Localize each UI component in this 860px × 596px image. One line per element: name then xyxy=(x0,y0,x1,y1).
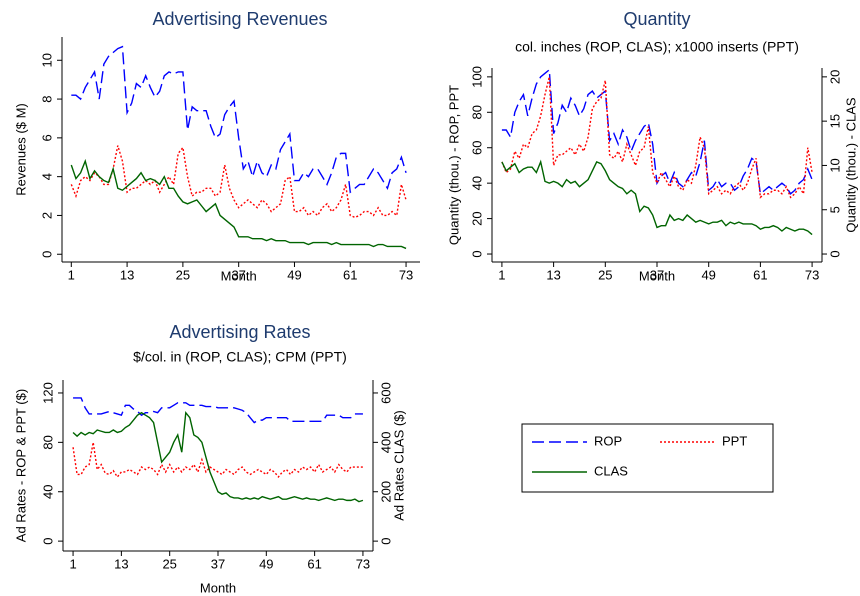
y-tick-label: 6 xyxy=(39,134,54,141)
x-axis-label: Month xyxy=(639,268,675,283)
x-tick-label: 61 xyxy=(753,267,767,282)
x-tick-label: 73 xyxy=(356,556,370,571)
y-tick-label: 10 xyxy=(39,53,54,67)
series-line xyxy=(72,410,364,503)
x-tick-label: 37 xyxy=(650,267,664,282)
series-line xyxy=(501,76,813,199)
x-tick-label: 49 xyxy=(259,556,273,571)
legend-label: PPT xyxy=(722,433,747,448)
y-tick-label: 0 xyxy=(469,250,484,257)
y2-tick-label: 10 xyxy=(827,158,842,172)
x-tick-label: 61 xyxy=(343,267,357,282)
x-tick-label: 1 xyxy=(69,556,76,571)
y2-tick-label: 20 xyxy=(827,70,842,84)
y-tick-label: 120 xyxy=(40,382,55,404)
x-tick-label: 1 xyxy=(68,267,75,282)
chart-subtitle: $/col. in (ROP, CLAS); CPM (PPT) xyxy=(133,349,347,365)
y-axis-label: Ad Rates - ROP & PPT ($) xyxy=(13,389,28,542)
y2-tick-label: 200 xyxy=(378,481,393,503)
y-tick-label: 40 xyxy=(469,176,484,190)
y2-tick-label: 0 xyxy=(827,250,842,257)
legend-label: ROP xyxy=(594,433,622,448)
x-tick-label: 37 xyxy=(211,556,225,571)
y-axis-label: Quantity (thou.) - ROP, PPT xyxy=(446,85,461,245)
series-line xyxy=(501,159,813,236)
y-tick-label: 100 xyxy=(469,66,484,88)
x-tick-label: 13 xyxy=(546,267,560,282)
x-tick-label: 25 xyxy=(598,267,612,282)
y-tick-label: 4 xyxy=(39,173,54,180)
chart-title: Advertising Rates xyxy=(169,322,310,342)
x-tick-label: 25 xyxy=(176,267,190,282)
x-tick-label: 13 xyxy=(114,556,128,571)
y-tick-label: 60 xyxy=(469,140,484,154)
y-axis-label: Revenues ($ M) xyxy=(13,103,28,195)
chart-title: Quantity xyxy=(623,9,690,29)
x-tick-label: 13 xyxy=(120,267,134,282)
y-tick-label: 40 xyxy=(40,485,55,499)
x-tick-label: 61 xyxy=(307,556,321,571)
y2-axis-label: Ad Rates CLAS ($) xyxy=(391,410,406,521)
y2-tick-label: 5 xyxy=(827,206,842,213)
x-tick-label: 49 xyxy=(701,267,715,282)
y2-tick-label: 0 xyxy=(378,538,393,545)
y-tick-label: 80 xyxy=(40,435,55,449)
x-axis-label: Month xyxy=(200,580,236,595)
y-tick-label: 8 xyxy=(39,95,54,102)
chart-subtitle: col. inches (ROP, CLAS); x1000 inserts (… xyxy=(515,39,799,55)
y-tick-label: 20 xyxy=(469,211,484,225)
legend-box xyxy=(521,423,774,493)
y2-tick-label: 600 xyxy=(378,382,393,404)
x-tick-label: 1 xyxy=(498,267,505,282)
y2-tick-label: 400 xyxy=(378,431,393,453)
series-line xyxy=(73,397,363,424)
x-tick-label: 73 xyxy=(805,267,819,282)
y-tick-label: 80 xyxy=(469,105,484,119)
series-line xyxy=(71,45,407,194)
x-axis-label: Month xyxy=(221,268,257,283)
y2-axis-label: Quantity (thou.) - CLAS xyxy=(843,97,858,232)
y-tick-label: 0 xyxy=(40,538,55,545)
x-tick-label: 73 xyxy=(399,267,413,282)
y-tick-label: 2 xyxy=(39,212,54,219)
chart-title: Advertising Revenues xyxy=(152,9,327,29)
x-tick-label: 25 xyxy=(162,556,176,571)
y-tick-label: 0 xyxy=(39,251,54,258)
y2-tick-label: 15 xyxy=(827,114,842,128)
legend-label: CLAS xyxy=(594,463,628,478)
x-tick-label: 37 xyxy=(231,267,245,282)
series-line xyxy=(501,68,813,196)
series-line xyxy=(70,158,407,250)
series-line xyxy=(72,442,363,479)
x-tick-label: 49 xyxy=(287,267,301,282)
series-line xyxy=(70,145,407,219)
